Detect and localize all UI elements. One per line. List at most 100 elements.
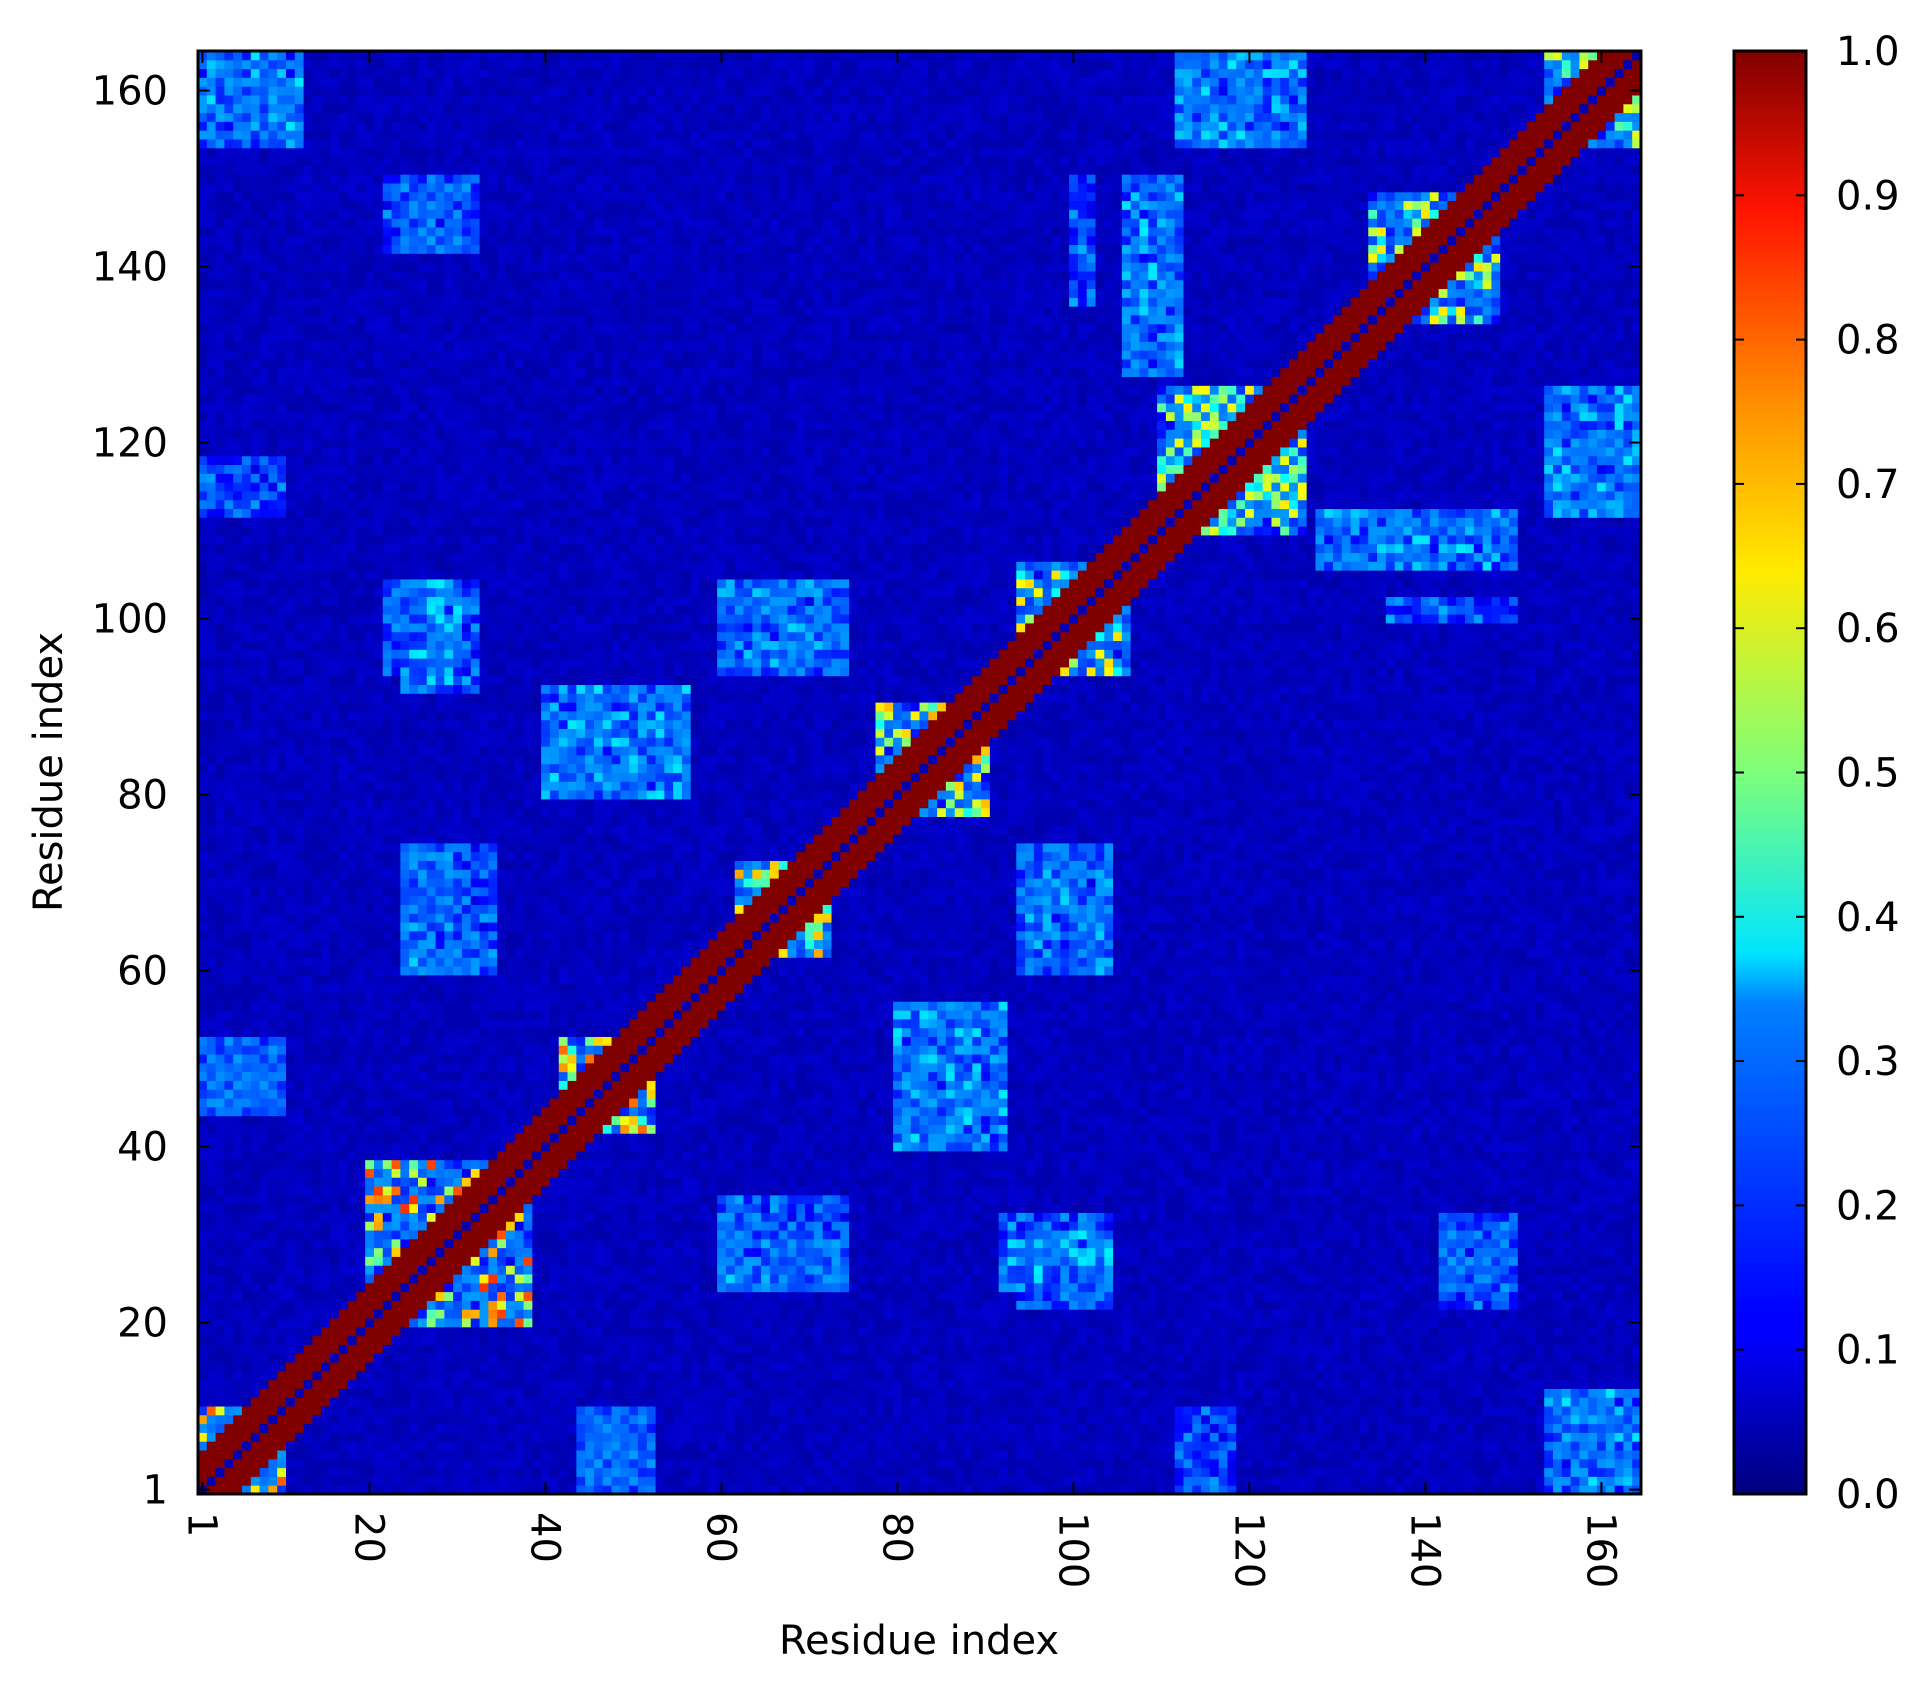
heatmap-cell: [268, 561, 277, 570]
heatmap-cell: [286, 526, 295, 535]
heatmap-cell: [436, 869, 445, 878]
heatmap-cell: [348, 1239, 357, 1248]
heatmap-cell: [374, 218, 383, 227]
heatmap-cell: [330, 746, 339, 755]
heatmap-cell: [321, 904, 330, 913]
heatmap-cell: [207, 1441, 216, 1450]
heatmap-cell: [436, 289, 445, 298]
heatmap-cell: [374, 878, 383, 887]
heatmap-cell: [409, 465, 418, 474]
heatmap-cell: [295, 1476, 304, 1485]
heatmap-cell: [444, 1177, 453, 1186]
heatmap-cell: [224, 1186, 233, 1195]
heatmap-cell: [383, 157, 392, 166]
heatmap-cell: [418, 1080, 427, 1089]
heatmap-cell: [339, 377, 348, 386]
heatmap-cell: [374, 385, 383, 394]
heatmap-cell: [268, 720, 277, 729]
heatmap-cell: [365, 1415, 374, 1424]
heatmap-cell: [418, 1168, 427, 1177]
heatmap-cell: [260, 632, 269, 641]
heatmap-cell: [242, 1054, 251, 1063]
heatmap-cell: [330, 1380, 339, 1389]
heatmap-cell: [224, 1371, 233, 1380]
heatmap-cell: [348, 139, 357, 148]
heatmap-cell: [242, 1195, 251, 1204]
heatmap-cell: [216, 1380, 225, 1389]
heatmap-cell: [304, 1441, 313, 1450]
heatmap-cell: [268, 174, 277, 183]
heatmap-cell: [251, 799, 260, 808]
heatmap-cell: [216, 1089, 225, 1098]
heatmap-cell: [224, 729, 233, 738]
heatmap-cell: [286, 544, 295, 553]
heatmap-cell: [453, 429, 462, 438]
heatmap-cell: [427, 1221, 436, 1230]
heatmap-cell: [383, 975, 392, 984]
heatmap-cell: [286, 500, 295, 509]
heatmap-cell: [286, 377, 295, 386]
heatmap-cell: [286, 1274, 295, 1283]
heatmap-cell: [453, 940, 462, 949]
heatmap-cell: [268, 1028, 277, 1037]
heatmap-cell: [444, 693, 453, 702]
heatmap-cell: [400, 1080, 409, 1089]
heatmap-cell: [224, 148, 233, 157]
heatmap-cell: [242, 922, 251, 931]
heatmap-cell: [392, 948, 401, 957]
heatmap-cell: [427, 1459, 436, 1468]
heatmap-cell: [462, 1212, 471, 1221]
heatmap-cell: [260, 1028, 269, 1037]
heatmap-cell: [260, 368, 269, 377]
heatmap-cell: [321, 1468, 330, 1477]
heatmap-cell: [268, 746, 277, 755]
heatmap-cell: [400, 1441, 409, 1450]
heatmap-cell: [356, 1045, 365, 1054]
heatmap-cell: [462, 869, 471, 878]
heatmap-cell: [374, 588, 383, 597]
heatmap-cell: [453, 1424, 462, 1433]
heatmap-cell: [383, 192, 392, 201]
heatmap-cell: [365, 597, 374, 606]
heatmap-cell: [330, 1116, 339, 1125]
heatmap-cell: [286, 1388, 295, 1397]
heatmap-cell: [339, 1019, 348, 1028]
heatmap-cell: [418, 641, 427, 650]
heatmap-cell: [409, 1098, 418, 1107]
heatmap-cell: [453, 1371, 462, 1380]
heatmap-cell: [251, 1133, 260, 1142]
heatmap-cell: [400, 1019, 409, 1028]
heatmap-cell: [224, 403, 233, 412]
heatmap-cell: [224, 174, 233, 183]
heatmap-cell: [304, 966, 313, 975]
heatmap-cell: [242, 394, 251, 403]
heatmap-cell: [400, 1239, 409, 1248]
heatmap-cell: [286, 992, 295, 1001]
heatmap-cell: [312, 544, 321, 553]
heatmap-cell: [427, 1160, 436, 1169]
heatmap-cell: [356, 1415, 365, 1424]
heatmap-cell: [207, 1019, 216, 1028]
heatmap-cell: [242, 685, 251, 694]
heatmap-cell: [207, 1010, 216, 1019]
heatmap-cell: [356, 192, 365, 201]
heatmap-cell: [365, 517, 374, 526]
heatmap-cell: [295, 421, 304, 430]
heatmap-cell: [348, 77, 357, 86]
heatmap-cell: [348, 1063, 357, 1072]
heatmap-cell: [374, 394, 383, 403]
heatmap-cell: [277, 1133, 286, 1142]
heatmap-cell: [418, 676, 427, 685]
heatmap-cell: [339, 429, 348, 438]
heatmap-cell: [339, 913, 348, 922]
heatmap-cell: [365, 174, 374, 183]
heatmap-cell: [365, 500, 374, 509]
heatmap-cell: [356, 535, 365, 544]
heatmap-cell: [207, 641, 216, 650]
heatmap-cell: [356, 614, 365, 623]
heatmap-cell: [348, 315, 357, 324]
heatmap-cell: [356, 790, 365, 799]
heatmap-cell: [216, 1371, 225, 1380]
heatmap-cell: [392, 438, 401, 447]
heatmap-cell: [356, 174, 365, 183]
